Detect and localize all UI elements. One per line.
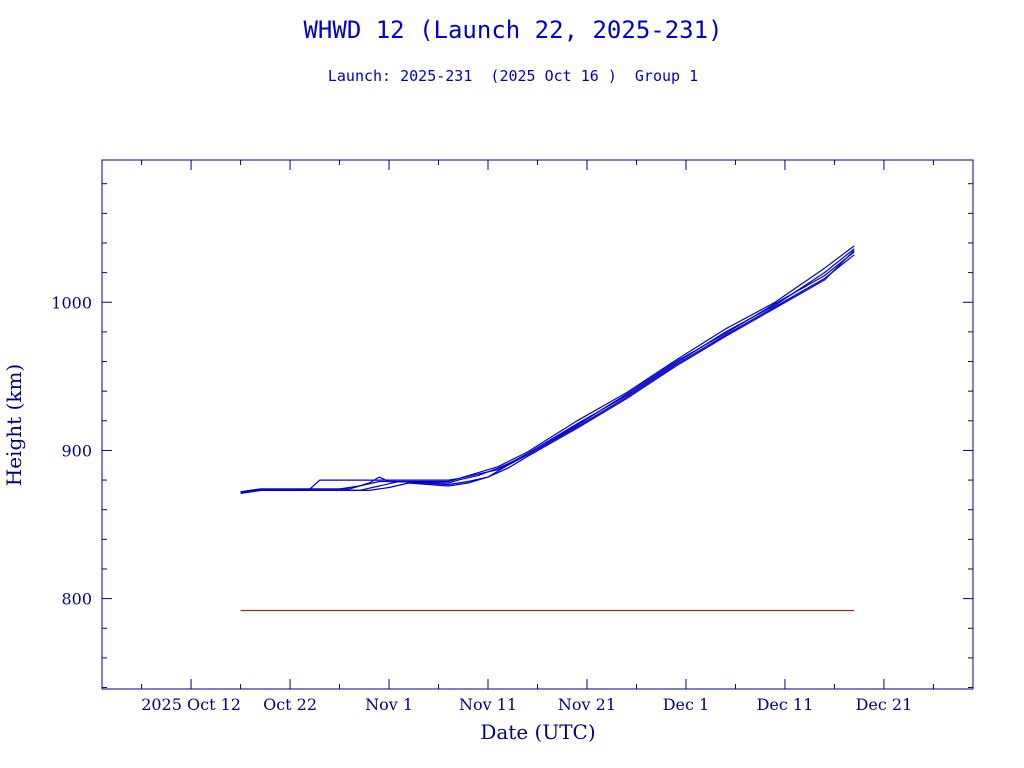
y-tick-label: 1000 (51, 293, 92, 312)
chart-subtitle: Launch: 2025-231 (2025 Oct 16 ) Group 1 (328, 67, 698, 85)
x-tick-label: Oct 22 (263, 695, 317, 714)
series-line (240, 245, 855, 493)
x-tick-label: Nov 1 (365, 695, 413, 714)
series-line (240, 251, 855, 493)
series-line (240, 254, 855, 494)
x-tick-label: Dec 21 (856, 695, 913, 714)
plot-frame (101, 159, 974, 690)
x-tick-label: Nov 21 (558, 695, 616, 714)
series-group (240, 245, 855, 494)
y-tick-label: 900 (61, 441, 92, 460)
series-line (240, 249, 855, 493)
x-tick-labels: 2025 Oct 12 Oct 22 Nov 1 Nov 11 Nov 21 Dec 1 D… (141, 695, 912, 714)
x-tick-label: Nov 11 (459, 695, 517, 714)
series-line (240, 248, 855, 493)
y-axis-label: Height (km) (2, 364, 26, 486)
x-tick-label: 2025 Oct 12 (141, 695, 241, 714)
axis-ticks (102, 160, 973, 689)
x-tick-label: Dec 1 (663, 695, 710, 714)
y-tick-label: 800 (61, 590, 92, 609)
x-tick-label: Dec 11 (757, 695, 814, 714)
chart-title: WHWD 12 (Launch 22, 2025-231) (303, 16, 722, 44)
x-axis-label: Date (UTC) (480, 720, 595, 744)
y-tick-labels: 800 900 1000 (51, 293, 92, 608)
